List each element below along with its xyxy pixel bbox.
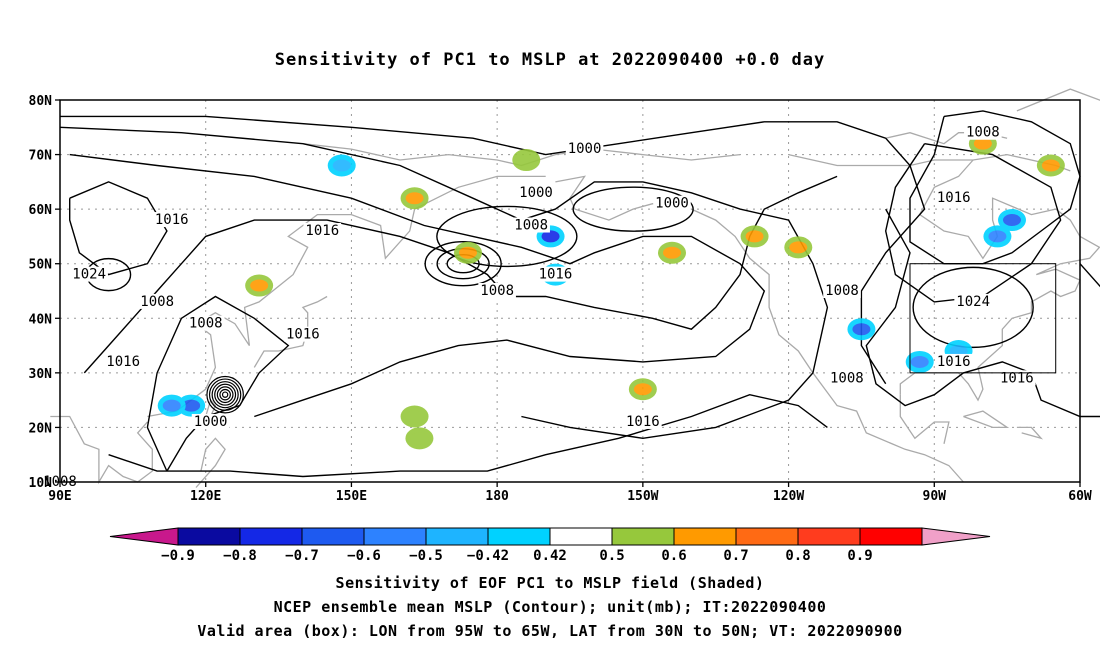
colorbar-bin	[363, 527, 427, 546]
sensitivity-patch-core	[910, 355, 929, 368]
sensitivity-patch-core	[182, 399, 201, 412]
colorbar-bin	[301, 527, 365, 546]
lon-tick-label: 120E	[190, 489, 221, 504]
contour-label: 1008	[480, 283, 514, 299]
colorbar-bin	[611, 527, 675, 546]
colorbar-bin	[487, 527, 551, 546]
colorbar-tick-label: 0.5	[599, 548, 624, 564]
sensitivity-patch-core	[405, 192, 424, 205]
lat-tick-label: 20N	[29, 421, 53, 436]
contour-label: 1016	[305, 223, 339, 239]
contour-label: 1008	[514, 218, 548, 234]
sensitivity-patch-core	[1003, 214, 1021, 227]
lat-tick-label: 50N	[29, 258, 53, 273]
colorbar-tick-label: 0.8	[785, 548, 810, 564]
colorbar-tick-label: −0.9	[161, 548, 195, 564]
low-center	[206, 375, 244, 414]
contour-label: 1000	[194, 414, 228, 430]
valid-area-box	[909, 263, 1057, 374]
lon-tick-label: 60W	[1068, 489, 1092, 504]
colorbar-min-triangle	[109, 527, 179, 546]
contour-label: 1024	[72, 267, 106, 283]
sensitivity-patch-core	[459, 246, 477, 259]
colorbar-tick-label: −0.5	[409, 548, 443, 564]
sensitivity-shading	[157, 132, 1065, 450]
contour-label: 1016	[626, 414, 660, 430]
lat-tick-label: 70N	[29, 149, 53, 164]
contour-label: 1000	[655, 196, 689, 212]
chart-title: Sensitivity of PC1 to MSLP at 2022090400…	[274, 50, 826, 70]
sensitivity-patch-core	[852, 323, 871, 336]
lon-tick-label: 90W	[923, 489, 947, 504]
sensitivity-patch-core	[663, 246, 681, 259]
colorbar-bin	[859, 527, 923, 546]
contour-label: 1000	[568, 141, 602, 157]
colorbar-max-triangle	[921, 527, 991, 546]
contour-label: 1008	[966, 125, 1000, 141]
colorbar-tick-label: −0.42	[467, 548, 509, 564]
colorbar-bin	[549, 527, 613, 546]
lon-tick-label: 90E	[48, 489, 71, 504]
lat-tick-label: 60N	[29, 203, 53, 218]
map-frame	[59, 99, 1081, 483]
colorbar-tick-label: 0.42	[533, 548, 567, 564]
lon-tick-label: 150E	[336, 489, 367, 504]
contour-label: 1016	[106, 354, 140, 370]
lat-tick-label: 30N	[29, 367, 53, 382]
contour-label: 1024	[956, 294, 990, 310]
colorbar-tick-label: −0.7	[285, 548, 319, 564]
colorbar: −0.9 −0.8 −0.7 −0.6 −0.5 −0.42 0.42 0.5 0.6 0.7 0.…	[109, 527, 991, 564]
colorbar-bin	[735, 527, 799, 546]
caption-line-1: Sensitivity of EOF PC1 to MSLP field (Sh…	[335, 574, 765, 592]
colorbar-tick-label: 0.6	[661, 548, 686, 564]
sensitivity-patch-core	[405, 410, 424, 423]
sensitivity-patch-core	[973, 137, 992, 150]
sensitivity-patch-core	[162, 399, 181, 412]
contour-label: 1008	[189, 316, 223, 332]
sensitivity-patch-core	[332, 159, 351, 172]
contour-label: 1008	[830, 370, 864, 386]
sensitivity-patch-core	[988, 230, 1007, 243]
sensitivity-patch-core	[517, 154, 536, 167]
colorbar-bin	[239, 527, 303, 546]
sensitivity-patch-core	[1041, 159, 1060, 172]
contour-label: 1016	[539, 267, 573, 283]
contour-label: 1016	[937, 354, 971, 370]
caption-line-3: Valid area (box): LON from 95W to 65W, L…	[197, 622, 903, 640]
lat-tick-label: 10N	[29, 476, 53, 491]
contour-label: 1008	[140, 294, 174, 310]
sensitivity-patch-core	[410, 432, 429, 445]
sensitivity-patch-core	[745, 230, 764, 243]
contour-label: 1016	[155, 212, 189, 228]
contour-label: 1008	[825, 283, 859, 299]
contour-label: 1016	[1000, 370, 1034, 386]
contour-label: 1000	[519, 185, 553, 201]
caption-line-2: NCEP ensemble mean MSLP (Contour); unit(…	[273, 598, 827, 616]
lon-tick-label: 180	[485, 489, 509, 504]
map-panel: 1000 1000 1000 1008 1008 1008 1008 1008 1008 1008…	[29, 88, 1100, 504]
colorbar-tick-label: 0.9	[847, 548, 872, 564]
contour-label: 1016	[937, 190, 971, 206]
colorbar-tick-label: −0.6	[347, 548, 381, 564]
sensitivity-patch-core	[789, 241, 808, 254]
contour-labels: 1000 1000 1000 1008 1008 1008 1008 1008 1008 1008…	[41, 124, 1036, 490]
colorbar-bin	[797, 527, 861, 546]
lat-tick-label: 80N	[29, 94, 53, 109]
colorbar-bin	[425, 527, 489, 546]
lat-tick-label: 40N	[29, 312, 53, 327]
sensitivity-patch-core	[633, 383, 652, 396]
colorbar-tick-label: −0.8	[223, 548, 257, 564]
colorbar-tick-label: 0.7	[723, 548, 748, 564]
colorbar-bin	[177, 527, 241, 546]
sensitivity-patch-core	[541, 230, 560, 243]
sensitivity-patch-core	[250, 279, 269, 292]
contour-label: 1016	[286, 327, 320, 343]
lon-tick-label: 120W	[773, 489, 804, 504]
lon-tick-label: 150W	[627, 489, 658, 504]
colorbar-bin	[673, 527, 737, 546]
